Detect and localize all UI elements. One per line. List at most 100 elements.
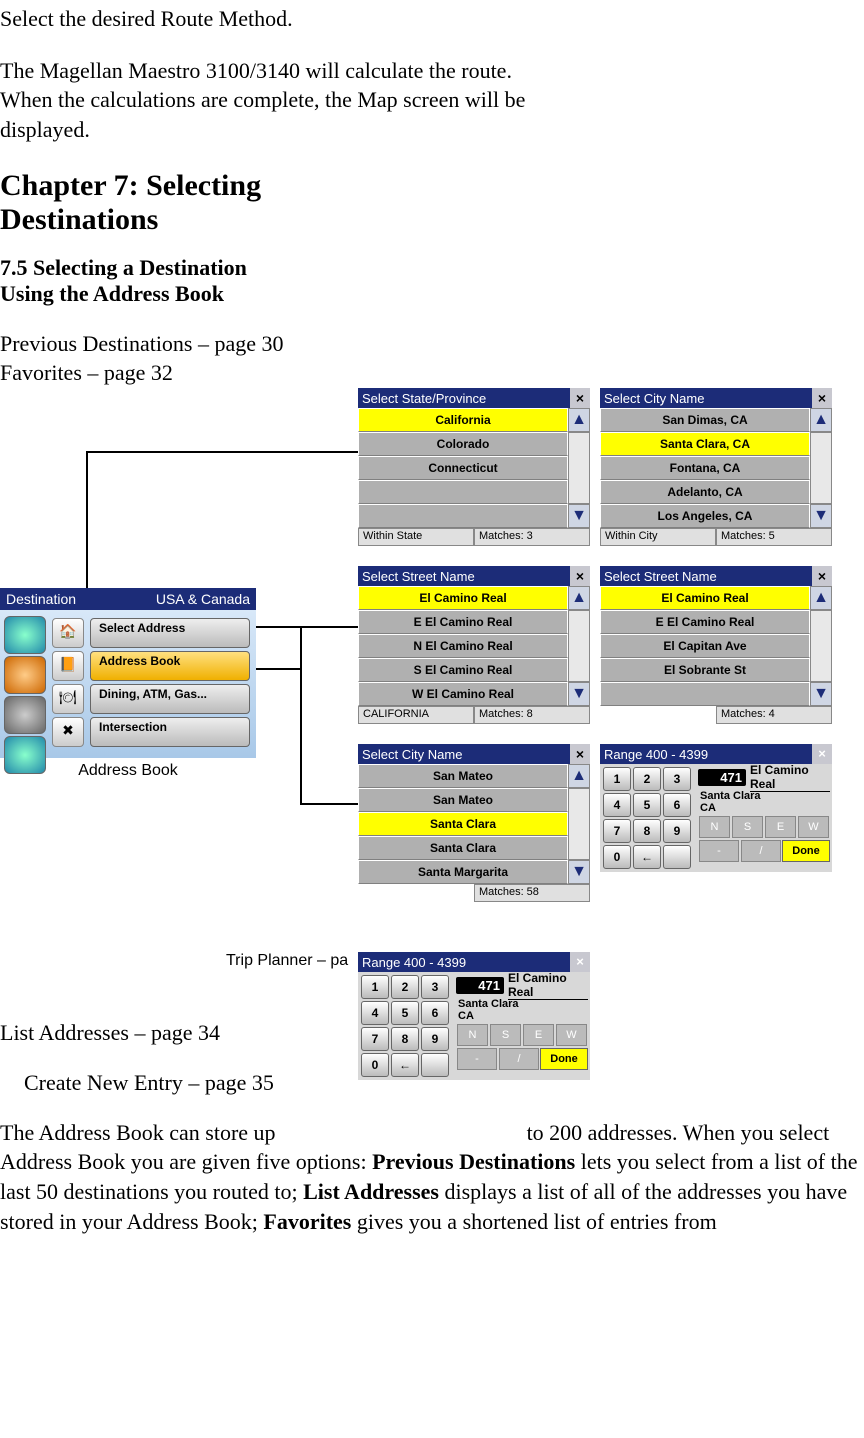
list-item[interactable]: Santa Clara, CA (600, 432, 810, 456)
keypad-key[interactable]: 0 (361, 1053, 389, 1077)
destmenu-item-label[interactable]: Dining, ATM, Gas... (90, 684, 250, 714)
dir-key[interactable]: W (798, 816, 829, 838)
list-item[interactable]: Adelanto, CA (600, 480, 810, 504)
list-item[interactable] (600, 682, 810, 706)
list-item[interactable]: S El Camino Real (358, 658, 568, 682)
scrollbar[interactable]: ▲ ▼ (568, 764, 590, 884)
list-item[interactable]: Connecticut (358, 456, 568, 480)
keypad-key[interactable]: 4 (603, 793, 631, 817)
keypad-key[interactable]: 7 (361, 1027, 389, 1051)
sym-key[interactable]: - (457, 1048, 497, 1070)
keypad-key[interactable]: ← (633, 845, 661, 869)
keypad-key[interactable]: 2 (633, 767, 661, 791)
keypad-key[interactable]: 1 (603, 767, 631, 791)
scroll-up-icon[interactable]: ▲ (568, 408, 590, 432)
scroll-down-icon[interactable]: ▼ (568, 860, 590, 884)
list-item[interactable]: San Mateo (358, 788, 568, 812)
keypad-key[interactable]: 3 (421, 975, 449, 999)
sym-key[interactable]: / (741, 840, 781, 862)
close-icon[interactable]: × (812, 388, 832, 408)
list-item[interactable] (358, 480, 568, 504)
keypad-key[interactable]: 1 (361, 975, 389, 999)
dir-key[interactable]: N (699, 816, 730, 838)
dir-key[interactable]: S (732, 816, 763, 838)
list-item[interactable]: E El Camino Real (600, 610, 810, 634)
list-item[interactable]: N El Camino Real (358, 634, 568, 658)
scroll-up-icon[interactable]: ▲ (810, 586, 832, 610)
list-item[interactable]: Colorado (358, 432, 568, 456)
destmenu-item-2[interactable]: 🍽Dining, ATM, Gas... (52, 684, 250, 714)
dir-key[interactable]: E (765, 816, 796, 838)
scroll-down-icon[interactable]: ▼ (810, 682, 832, 706)
destmenu-item-0[interactable]: 🏠Select Address (52, 618, 250, 648)
close-icon[interactable]: × (812, 744, 832, 764)
scrollbar[interactable]: ▲ ▼ (568, 586, 590, 706)
scroll-down-icon[interactable]: ▼ (810, 504, 832, 528)
keypad-key[interactable]: 8 (391, 1027, 419, 1051)
destmenu-item-label[interactable]: Address Book (90, 651, 250, 681)
dir-key[interactable]: N (457, 1024, 488, 1046)
destmenu-item-label[interactable]: Select Address (90, 618, 250, 648)
list-item[interactable]: Santa Clara (358, 812, 568, 836)
list-item[interactable]: Fontana, CA (600, 456, 810, 480)
keypad-key[interactable]: 2 (391, 975, 419, 999)
list-item[interactable]: Santa Margarita (358, 860, 568, 884)
close-icon[interactable]: × (570, 744, 590, 764)
keypad-key[interactable]: 9 (663, 819, 691, 843)
scroll-track[interactable] (568, 610, 590, 682)
list-item[interactable]: Los Angeles, CA (600, 504, 810, 528)
list-item[interactable]: El Sobrante St (600, 658, 810, 682)
keypad-key[interactable]: 6 (663, 793, 691, 817)
scroll-up-icon[interactable]: ▲ (568, 764, 590, 788)
dir-key[interactable]: W (556, 1024, 587, 1046)
scroll-up-icon[interactable]: ▲ (810, 408, 832, 432)
list-item[interactable]: E El Camino Real (358, 610, 568, 634)
entry-state: CA (698, 802, 830, 814)
list-item[interactable]: W El Camino Real (358, 682, 568, 706)
keypad-key[interactable]: 5 (633, 793, 661, 817)
scroll-down-icon[interactable]: ▼ (568, 682, 590, 706)
close-icon[interactable]: × (812, 566, 832, 586)
scroll-up-icon[interactable]: ▲ (568, 586, 590, 610)
scrollbar[interactable]: ▲ ▼ (810, 586, 832, 706)
done-button[interactable]: Done (782, 840, 830, 862)
close-icon[interactable]: × (570, 952, 590, 972)
keypad-key[interactable]: ← (391, 1053, 419, 1077)
keypad-key[interactable] (663, 845, 691, 869)
scroll-track[interactable] (568, 432, 590, 504)
keypad-key[interactable]: 6 (421, 1001, 449, 1025)
keypad-key[interactable]: 3 (663, 767, 691, 791)
done-button[interactable]: Done (540, 1048, 588, 1070)
sym-key[interactable]: / (499, 1048, 539, 1070)
list-item[interactable]: Santa Clara (358, 836, 568, 860)
scroll-track[interactable] (568, 788, 590, 860)
keypad-key[interactable]: 4 (361, 1001, 389, 1025)
keypad-key[interactable]: 5 (391, 1001, 419, 1025)
list-item[interactable]: San Mateo (358, 764, 568, 788)
list-item[interactable]: El Capitan Ave (600, 634, 810, 658)
list-item[interactable]: El Camino Real (600, 586, 810, 610)
keypad-key[interactable]: 8 (633, 819, 661, 843)
keypad-key[interactable]: 0 (603, 845, 631, 869)
scrollbar[interactable]: ▲ ▼ (568, 408, 590, 528)
list-item[interactable] (358, 504, 568, 528)
dir-key[interactable]: S (490, 1024, 521, 1046)
close-icon[interactable]: × (570, 566, 590, 586)
scroll-down-icon[interactable]: ▼ (568, 504, 590, 528)
entry-street: El Camino Real (508, 971, 588, 1000)
close-icon[interactable]: × (570, 388, 590, 408)
dir-key[interactable]: E (523, 1024, 554, 1046)
keypad-key[interactable]: 9 (421, 1027, 449, 1051)
list-item[interactable]: El Camino Real (358, 586, 568, 610)
sym-key[interactable]: - (699, 840, 739, 862)
list-item[interactable]: San Dimas, CA (600, 408, 810, 432)
scroll-track[interactable] (810, 610, 832, 682)
list-item[interactable]: California (358, 408, 568, 432)
scroll-track[interactable] (810, 432, 832, 504)
scrollbar[interactable]: ▲ ▼ (810, 408, 832, 528)
destmenu-item-label[interactable]: Intersection (90, 717, 250, 747)
destmenu-item-3[interactable]: ✖Intersection (52, 717, 250, 747)
destmenu-item-1[interactable]: 📙Address Book (52, 651, 250, 681)
keypad-key[interactable] (421, 1053, 449, 1077)
keypad-key[interactable]: 7 (603, 819, 631, 843)
